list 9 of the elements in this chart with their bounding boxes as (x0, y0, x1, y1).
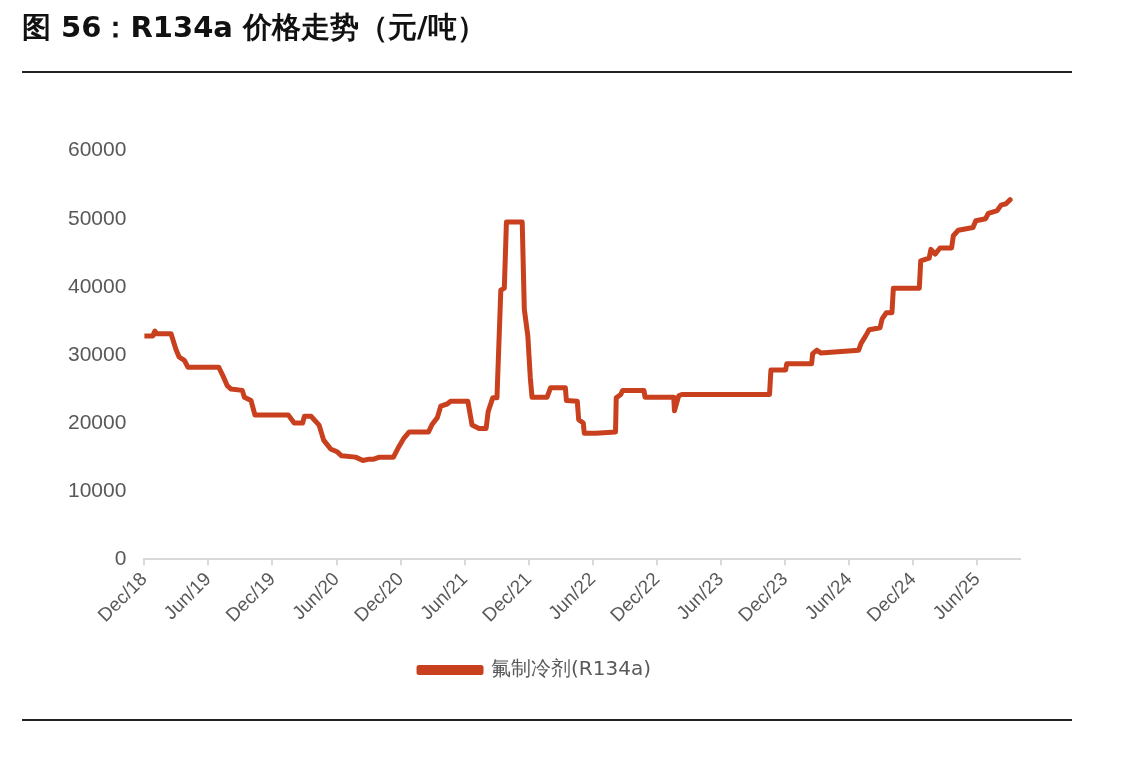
y-tick-label: 10000 (67, 477, 127, 501)
y-tick-label: 50000 (67, 205, 127, 229)
y-tick-label: 60000 (67, 137, 127, 161)
y-tick-label: 20000 (67, 409, 127, 433)
y-tick-label: 0 (114, 546, 127, 570)
y-tick-label: 30000 (67, 341, 127, 365)
y-tick-label: 40000 (67, 273, 127, 297)
chart-title: 图 56：R134a 价格走势（元/吨） (22, 9, 486, 46)
legend-label: 氟制冷剂(R134a) (491, 656, 651, 681)
